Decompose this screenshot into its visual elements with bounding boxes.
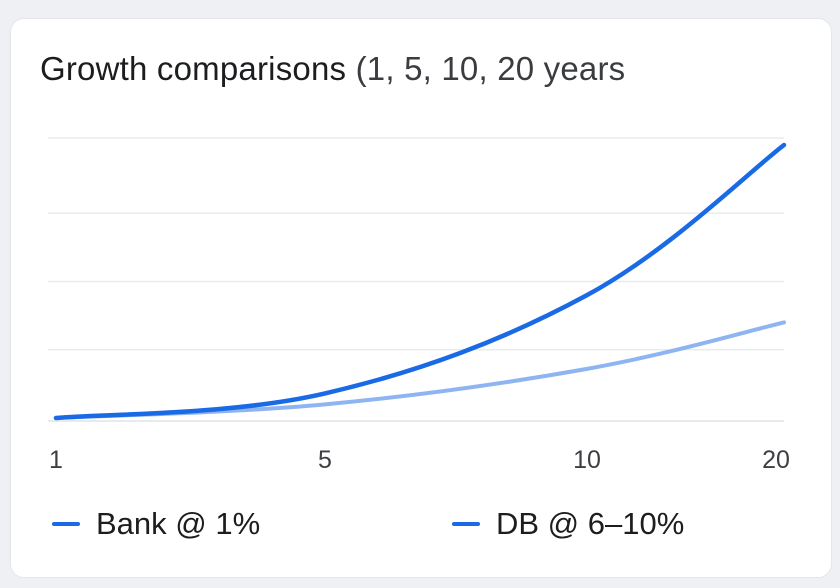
grid-layer	[48, 137, 784, 422]
legend-label-bank: Bank @ 1%	[96, 506, 261, 541]
series-layer	[53, 142, 787, 421]
legend-swatch-db	[452, 522, 480, 526]
legend-item-bank: Bank @ 1%	[52, 504, 260, 544]
legend-label-db: DB @ 6–10%	[496, 506, 685, 541]
x-tick-label-5: 5	[318, 446, 332, 474]
x-tick-label-1: 1	[49, 446, 63, 474]
legend-item-db: DB @ 6–10%	[452, 504, 684, 544]
x-axis-ticks: 1 5 10 20	[49, 446, 790, 474]
series-line-bank	[54, 320, 786, 420]
x-tick-label-10: 10	[573, 446, 601, 474]
legend-swatch-bank	[52, 522, 80, 526]
series-line-db	[53, 142, 787, 421]
chart-card	[10, 18, 832, 578]
chart-title-row: Growth comparisons (1, 5, 10, 20 years	[40, 50, 625, 88]
x-tick-label-20: 20	[762, 446, 790, 474]
chart-subtitle: (1, 5, 10, 20 years	[355, 50, 626, 87]
chart-title: Growth comparisons	[40, 50, 347, 87]
